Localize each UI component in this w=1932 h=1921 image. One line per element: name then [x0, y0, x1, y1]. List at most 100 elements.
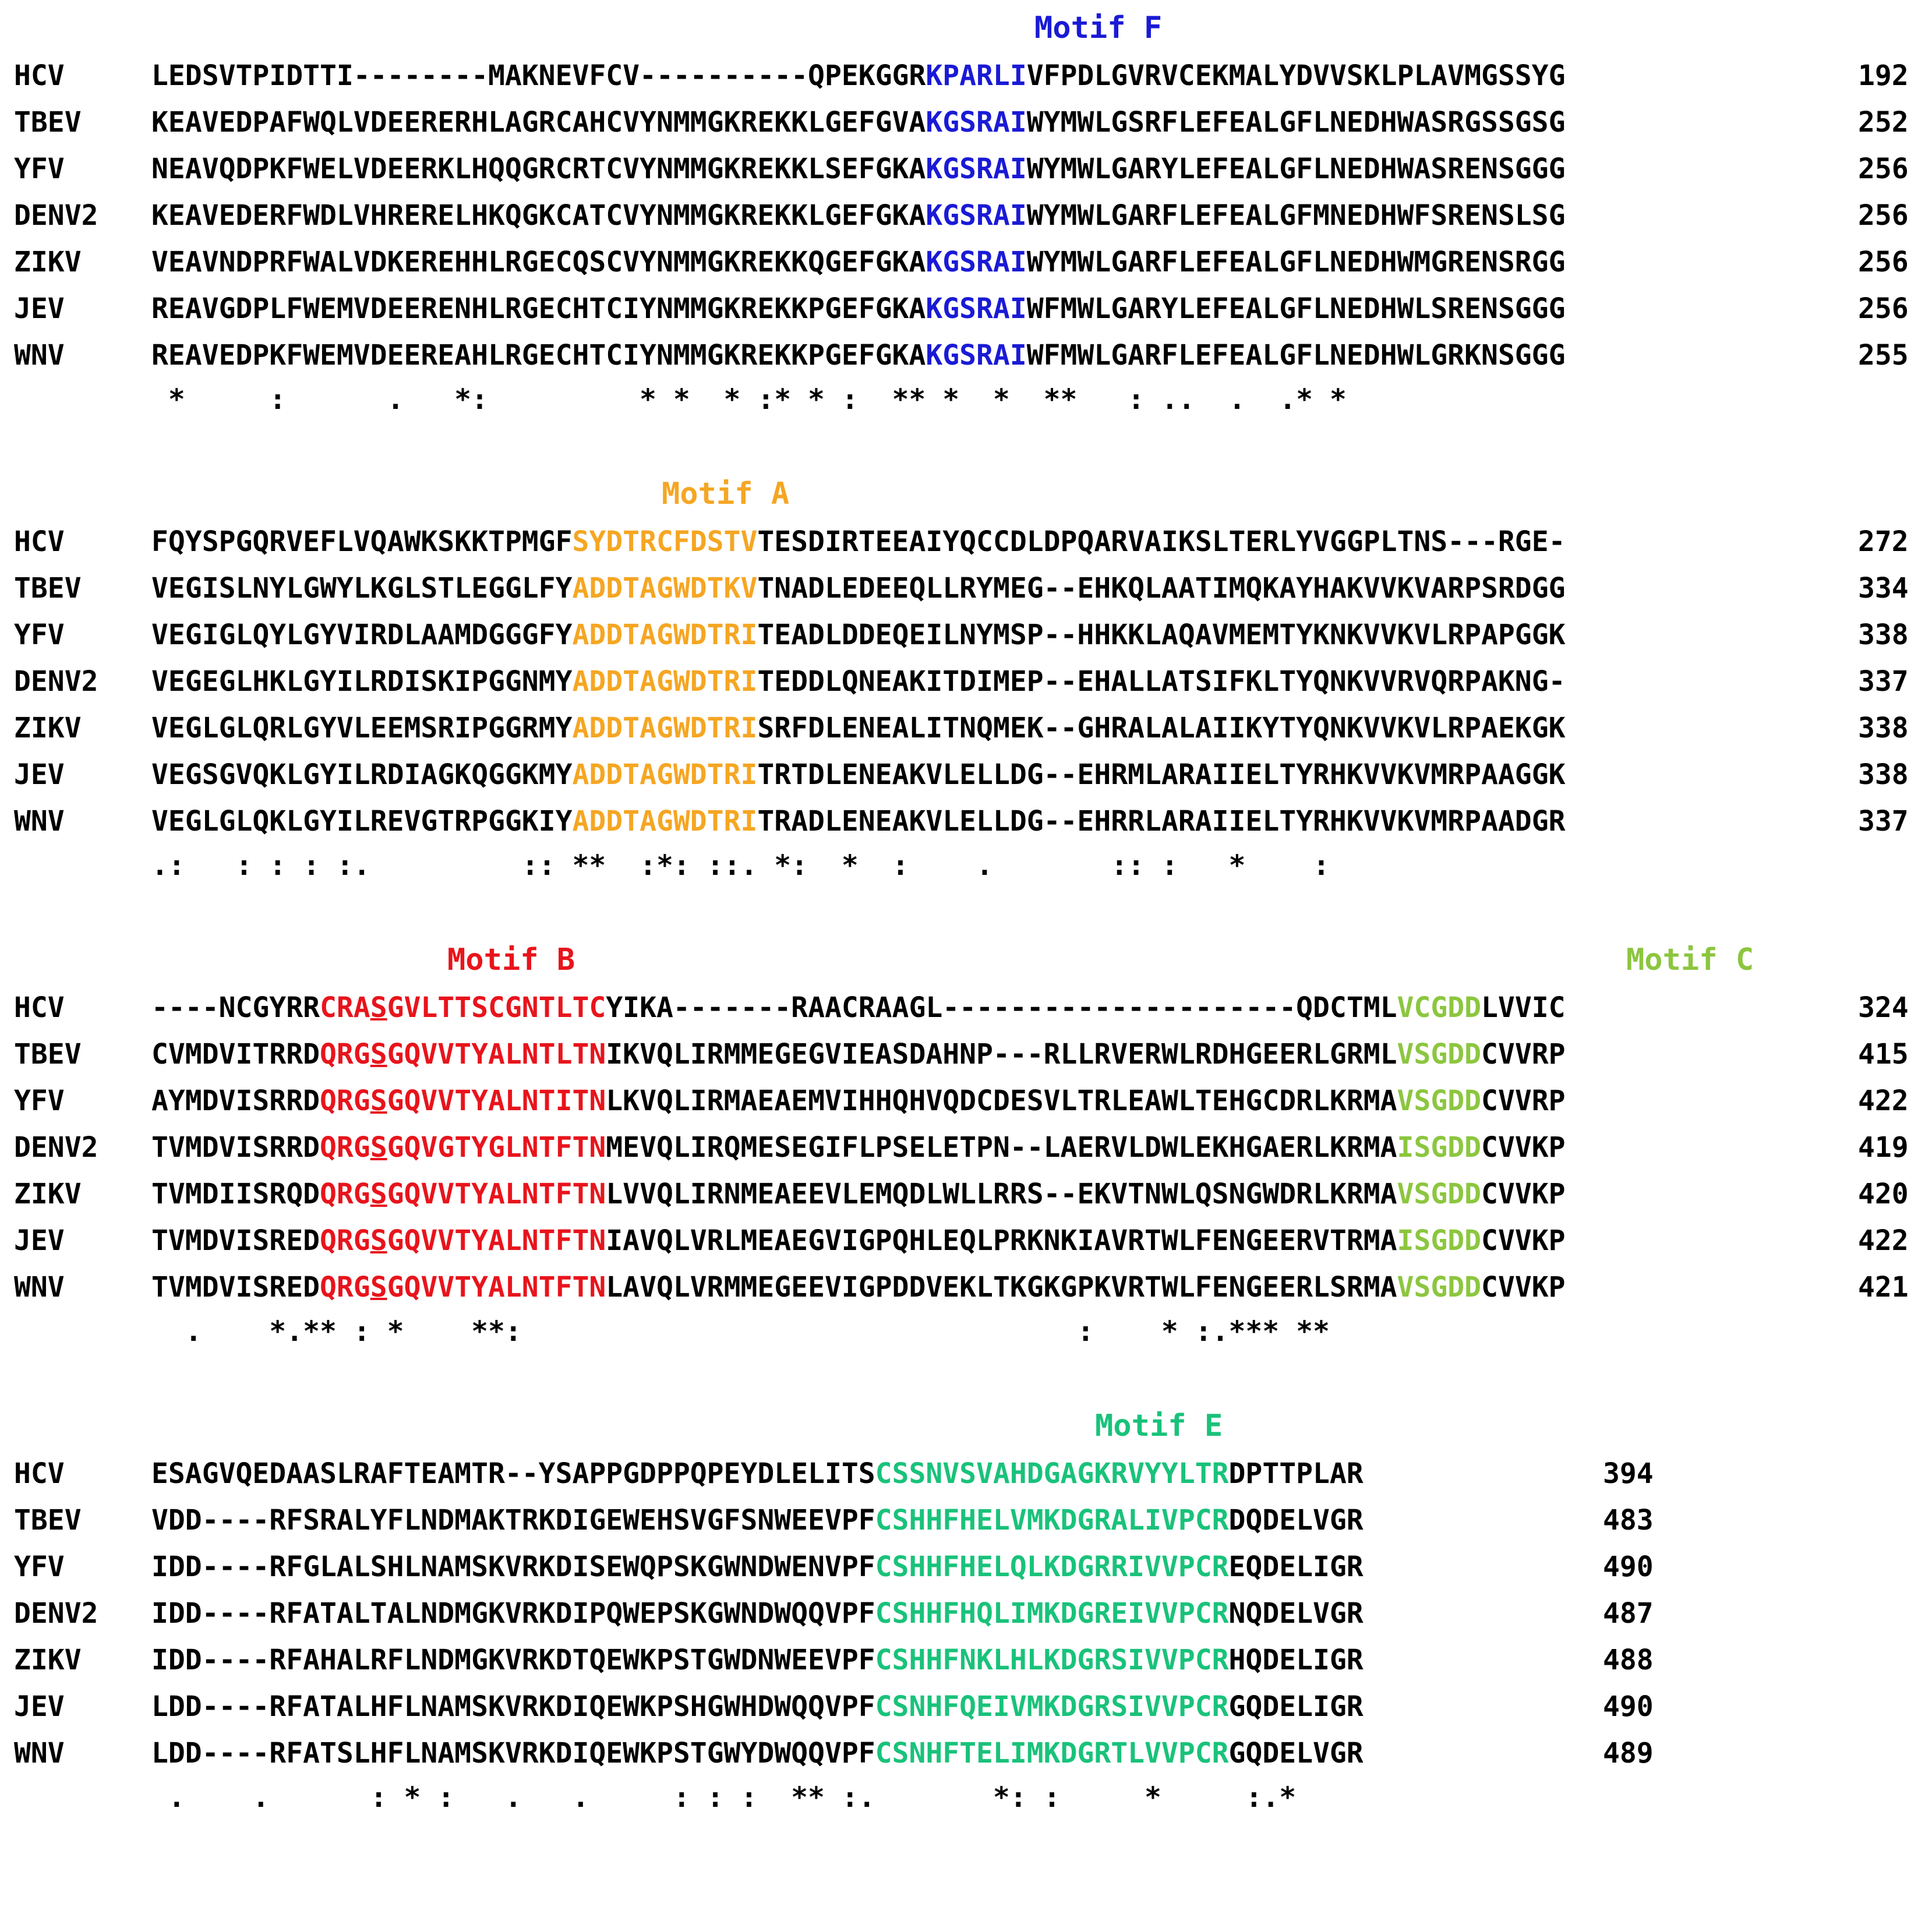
motif-c-segment: VSGDD	[1397, 1178, 1482, 1210]
residue-number: 256	[1858, 199, 1909, 232]
residue-number: 483	[1603, 1504, 1654, 1537]
sequence-segment: LVVIC	[1481, 991, 1566, 1024]
motif-b-segment: QRGSGQVVTYALNTITN	[320, 1085, 606, 1117]
sequence-segment: VEGLGLQRLGYVLEEMSRIPGGRMY	[151, 712, 573, 744]
alignment-row-tbev: TBEV VDD----RFSRALYFLNDMAKTRKDIGEWEHSVGF…	[0, 1502, 1932, 1539]
motif-c-segment: VCGDD	[1397, 991, 1482, 1024]
sequence-segment: MEVQLIRQMESEGIFLPSELETPN--LAERVLDWLEKHGA…	[606, 1131, 1397, 1164]
alignment-row-jev: JEV LDD----RFATALHFLNAMSKVRKDIQEWKPSHGWH…	[0, 1688, 1932, 1725]
sequence-segment: VEGISLNYLGWYLKGLSTLEGGLFY	[151, 572, 573, 605]
species-label: DENV2	[14, 1597, 98, 1630]
sequence: ----NCGYRRCRASGVLTTSCGNTLTCYIKA-------RA…	[151, 989, 1566, 1026]
sequence-segment: VEGIGLQYLGYVIRDLAAMDGGGFY	[151, 619, 573, 651]
sequence-segment: KEAVEDERFWDLVHRERELHKQGKCATCVYNMMGKREKKL…	[151, 199, 926, 232]
sequence-segment: NEAVQDPKFWELVDEERKLHQQGRCRTCVYNMMGKREKKL…	[151, 153, 926, 185]
motif-e-label: Motif E	[1095, 1408, 1223, 1443]
sequence: VEGLGLQKLGYILREVGTRPGGKIYADDTAGWDTRITRAD…	[151, 803, 1565, 840]
alignment-row-jev: JEV VEGSGVQKLGYILRDIAGKQGGKMYADDTAGWDTRI…	[0, 756, 1932, 793]
catalytic-residue: S	[370, 1178, 387, 1210]
sequence-segment: CVVRP	[1481, 1038, 1566, 1071]
sequence-segment: CVMDVITRRD	[151, 1038, 320, 1071]
sequence: REAVEDPKFWEMVDEEREAHLRGECHTCIYNMMGKREKKP…	[151, 337, 1565, 374]
residue-number: 490	[1603, 1551, 1654, 1583]
motif-b-part: GVLTTSCGNTLTC	[387, 991, 606, 1024]
species-label: TBEV	[14, 572, 82, 605]
motif-a-segment: ADDTAGWDTRI	[572, 712, 758, 744]
motif-b-part: GQVVTYALNTFTN	[387, 1178, 606, 1210]
motif-b-part: QRG	[319, 1224, 370, 1257]
motif-c-segment: VSGDD	[1397, 1271, 1482, 1304]
species-label: TBEV	[14, 106, 82, 139]
motif-c-segment: ISGDD	[1397, 1224, 1482, 1257]
sequence: CVMDVITRRDQRGSGQVVTYALNTLTNIKVQLIRMMEGEG…	[151, 1036, 1566, 1073]
species-label: HCV	[14, 59, 65, 92]
sequence: VEGSGVQKLGYILRDIAGKQGGKMYADDTAGWDTRITRTD…	[151, 756, 1565, 793]
catalytic-residue: S	[370, 1131, 387, 1164]
species-label: DENV2	[14, 199, 98, 232]
sequence: LDD----RFATSLHFLNAMSKVRKDIQEWKPSTGWYDWQQ…	[151, 1735, 1364, 1772]
consensus-line: . *.** : * **: : * :.*** **	[151, 1315, 1330, 1348]
motif-b-label: Motif B	[447, 942, 575, 977]
sequence: VEGISLNYLGWYLKGLSTLEGGLFYADDTAGWDTKVTNAD…	[151, 570, 1565, 607]
motif-e-segment: CSSNVSVAHDGAGKRVYYLTR	[875, 1457, 1229, 1490]
sequence-segment: WFMWLGARYLEFEALGFLNEDHWLSRENSGGG	[1026, 292, 1566, 325]
sequence-segment: SRFDLENEALITNQMEK--GHRALALAIIKYTYQNKVVKV…	[757, 712, 1566, 744]
species-label: YFV	[14, 1551, 65, 1583]
sequence-segment: YIKA-------RAACRAAGL--------------------…	[606, 991, 1397, 1024]
residue-number: 255	[1858, 339, 1909, 372]
sequence-segment: IDD----RFATALTALNDMGKVRKDIPQWEPSKGWNDWQQ…	[151, 1597, 875, 1630]
alignment-row-wnv: WNV LDD----RFATSLHFLNAMSKVRKDIQEWKPSTGWY…	[0, 1735, 1932, 1772]
sequence-segment: TVMDVISRED	[151, 1224, 320, 1257]
motif-c-segment: ISGDD	[1397, 1131, 1482, 1164]
motif-a-segment: ADDTAGWDTRI	[572, 665, 758, 698]
motif-c-segment: VSGDD	[1397, 1038, 1482, 1071]
motif-b-segment: CRASGVLTTSCGNTLTC	[320, 991, 606, 1024]
alignment-row-yfv: YFV NEAVQDPKFWELVDEERKLHQQGRCRTCVYNMMGKR…	[0, 150, 1932, 188]
sequence-segment: VEGEGLHKLGYILRDISKIPGGNMY	[151, 665, 573, 698]
catalytic-residue: S	[370, 1224, 387, 1257]
sequence-segment: FQYSPGQRVEFLVQAWKSKKTPMGF	[151, 525, 573, 558]
sequence-segment: VEGLGLQKLGYILREVGTRPGGKIY	[151, 805, 573, 838]
motif-b-part: QRG	[319, 1038, 370, 1071]
motif-a-segment: SYDTRCFDSTV	[572, 525, 758, 558]
sequence-segment: LVVQLIRNMEAEEVLEMQDLWLLRRS--EKVTNWLQSNGW…	[606, 1178, 1397, 1210]
sequence-segment: TVMDVISRRD	[151, 1131, 320, 1164]
sequence-segment: ESAGVQEDAASLRAFTEAMTR--YSAPPGDPPQPEYDLEL…	[151, 1457, 875, 1490]
sequence: LDD----RFATALHFLNAMSKVRKDIQEWKPSHGWHDWQQ…	[151, 1688, 1364, 1725]
species-label: JEV	[14, 1690, 65, 1723]
alignment-row-tbev: TBEV KEAVEDPAFWQLVDEERERHLAGRCAHCVYNMMGK…	[0, 104, 1932, 141]
residue-number: 415	[1858, 1038, 1909, 1071]
residue-number: 192	[1858, 59, 1909, 92]
sequence-segment: TNADLEDEEQLLRYMEG--EHKQLAATIMQKAYHAKVVKV…	[757, 572, 1566, 605]
species-label: YFV	[14, 1085, 65, 1117]
sequence-segment: TESDIRTEEAIYQCCDLDPQARVAIKSLTERLYVGGPLTN…	[757, 525, 1566, 558]
residue-number: 337	[1858, 665, 1909, 698]
sequence-segment: WFMWLGARFLEFEALGFLNEDHWLGRKNSGGG	[1026, 339, 1566, 372]
sequence: IDD----RFGLALSHLNAMSKVRKDISEWQPSKGWNDWEN…	[151, 1548, 1364, 1585]
alignment-row-yfv: YFV AYMDVISRRDQRGSGQVVTYALNTITNLKVQLIRMA…	[0, 1082, 1932, 1120]
motif-b-part: QRG	[319, 1131, 370, 1164]
sequence: NEAVQDPKFWELVDEERKLHQQGRCRTCVYNMMGKREKKL…	[151, 150, 1565, 188]
sequence-segment: AYMDVISRRD	[151, 1085, 320, 1117]
motif-b-part: GQVVTYALNTFTN	[387, 1271, 606, 1304]
sequence-segment: TRADLENEAKVLELLDG--EHRRLARAIIELTYRHKVVKV…	[757, 805, 1566, 838]
sequence: VEGLGLQRLGYVLEEMSRIPGGRMYADDTAGWDTRISRFD…	[151, 709, 1565, 747]
alignment-row-yfv: YFV IDD----RFGLALSHLNAMSKVRKDISEWQPSKGWN…	[0, 1548, 1932, 1585]
species-label: TBEV	[14, 1038, 82, 1071]
sequence-segment: CVVKP	[1481, 1178, 1566, 1210]
species-label: JEV	[14, 292, 65, 325]
sequence-segment: IDD----RFAHALRFLNDMGKVRKDTQEWKPSTGWDNWEE…	[151, 1644, 875, 1676]
sequence: TVMDVISREDQRGSGQVVTYALNTFTNIAVQLVRLMEAEG…	[151, 1222, 1566, 1259]
catalytic-residue: S	[370, 1038, 387, 1071]
sequence: VEGIGLQYLGYVIRDLAAMDGGGFYADDTAGWDTRITEAD…	[151, 616, 1565, 654]
motif-b-segment: QRGSGQVVTYALNTLTN	[320, 1038, 606, 1071]
sequence: LEDSVTPIDTTI--------MAKNEVFCV----------Q…	[151, 57, 1565, 94]
motif-f-segment: KGSRAI	[926, 339, 1027, 372]
residue-number: 490	[1603, 1690, 1654, 1723]
sequence-segment: CVVKP	[1481, 1131, 1566, 1164]
species-label: YFV	[14, 153, 65, 185]
motif-f-segment: KGSRAI	[926, 106, 1027, 139]
sequence: KEAVEDPAFWQLVDEERERHLAGRCAHCVYNMMGKREKKL…	[151, 104, 1565, 141]
alignment-row-denv2: DENV2 IDD----RFATALTALNDMGKVRKDIPQWEPSKG…	[0, 1595, 1932, 1632]
residue-number: 338	[1858, 758, 1909, 791]
